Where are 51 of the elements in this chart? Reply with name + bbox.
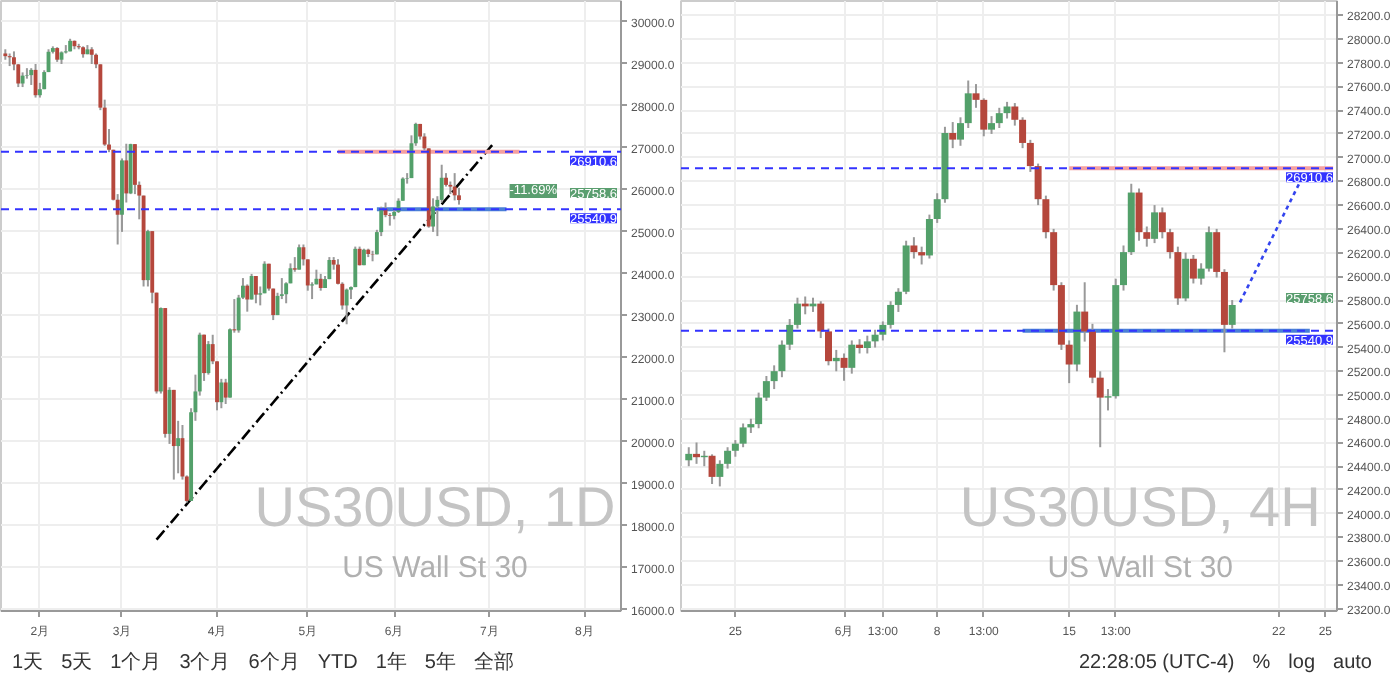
candlestick xyxy=(1189,253,1197,285)
annotation: US30USD, 1D xyxy=(254,476,616,539)
candlestick xyxy=(1135,187,1143,242)
candlestick xyxy=(431,197,435,233)
candlestick xyxy=(452,172,457,202)
candlestick xyxy=(344,287,349,326)
text: 5天 xyxy=(61,652,93,674)
candlestick xyxy=(708,453,716,486)
candlestick xyxy=(739,422,747,449)
candlestick xyxy=(832,348,840,373)
candlestick xyxy=(910,236,918,260)
candlestick xyxy=(271,287,276,322)
candlestick xyxy=(693,441,701,465)
candlestick xyxy=(685,446,693,468)
annotation: US Wall St 30 xyxy=(1047,551,1234,586)
candlestick xyxy=(223,377,228,406)
text: 3个月 xyxy=(179,652,231,674)
candlestick xyxy=(1151,204,1159,245)
candlestick xyxy=(1182,251,1190,303)
candlestick xyxy=(7,52,12,68)
annotation: US Wall St 30 xyxy=(342,551,528,586)
candlestick xyxy=(848,339,856,375)
text: 5年 xyxy=(424,652,456,674)
candlestick xyxy=(253,275,258,305)
candlestick xyxy=(202,333,207,382)
candlestick xyxy=(232,298,237,334)
candlestick xyxy=(33,62,38,99)
candlestick xyxy=(292,256,297,273)
text: 1个月 xyxy=(110,652,162,674)
candlestick xyxy=(24,67,29,80)
candlestick xyxy=(1228,299,1236,330)
candlestick xyxy=(176,419,181,475)
candlestick xyxy=(716,459,724,488)
candlestick xyxy=(310,281,315,301)
candlestick xyxy=(840,352,848,382)
text: 22:28:05 (UTC-4) xyxy=(1078,652,1235,674)
text: log xyxy=(1288,652,1316,674)
candlestick xyxy=(995,106,1003,129)
annotation: US30USD, 4H xyxy=(959,476,1321,539)
candlestick xyxy=(949,121,957,150)
text: % xyxy=(1252,652,1271,674)
text: 1天 xyxy=(12,652,44,674)
text: 全部 xyxy=(473,652,514,674)
candlestick xyxy=(245,283,250,313)
candlestick xyxy=(297,243,302,271)
text: 6个月 xyxy=(248,652,300,674)
candlestick xyxy=(206,340,211,376)
text: 1年 xyxy=(375,652,407,674)
text: YTD xyxy=(317,652,358,674)
candlestick xyxy=(219,377,224,410)
text: auto xyxy=(1333,652,1372,674)
